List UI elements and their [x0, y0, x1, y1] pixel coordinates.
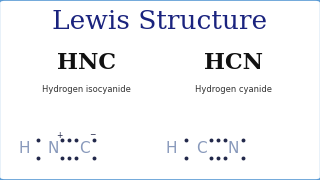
Text: N: N: [228, 141, 239, 156]
Text: HNC: HNC: [57, 52, 116, 74]
Text: H: H: [18, 141, 30, 156]
Text: Lewis Structure: Lewis Structure: [52, 9, 268, 34]
Text: HCN: HCN: [204, 52, 263, 74]
Text: N: N: [47, 141, 59, 156]
Text: −: −: [89, 130, 95, 140]
Text: H: H: [165, 141, 177, 156]
Text: C: C: [79, 141, 90, 156]
Text: C: C: [196, 141, 207, 156]
Text: Hydrogen isocyanide: Hydrogen isocyanide: [42, 86, 131, 94]
Text: Hydrogen cyanide: Hydrogen cyanide: [195, 86, 272, 94]
Text: +: +: [56, 130, 62, 140]
